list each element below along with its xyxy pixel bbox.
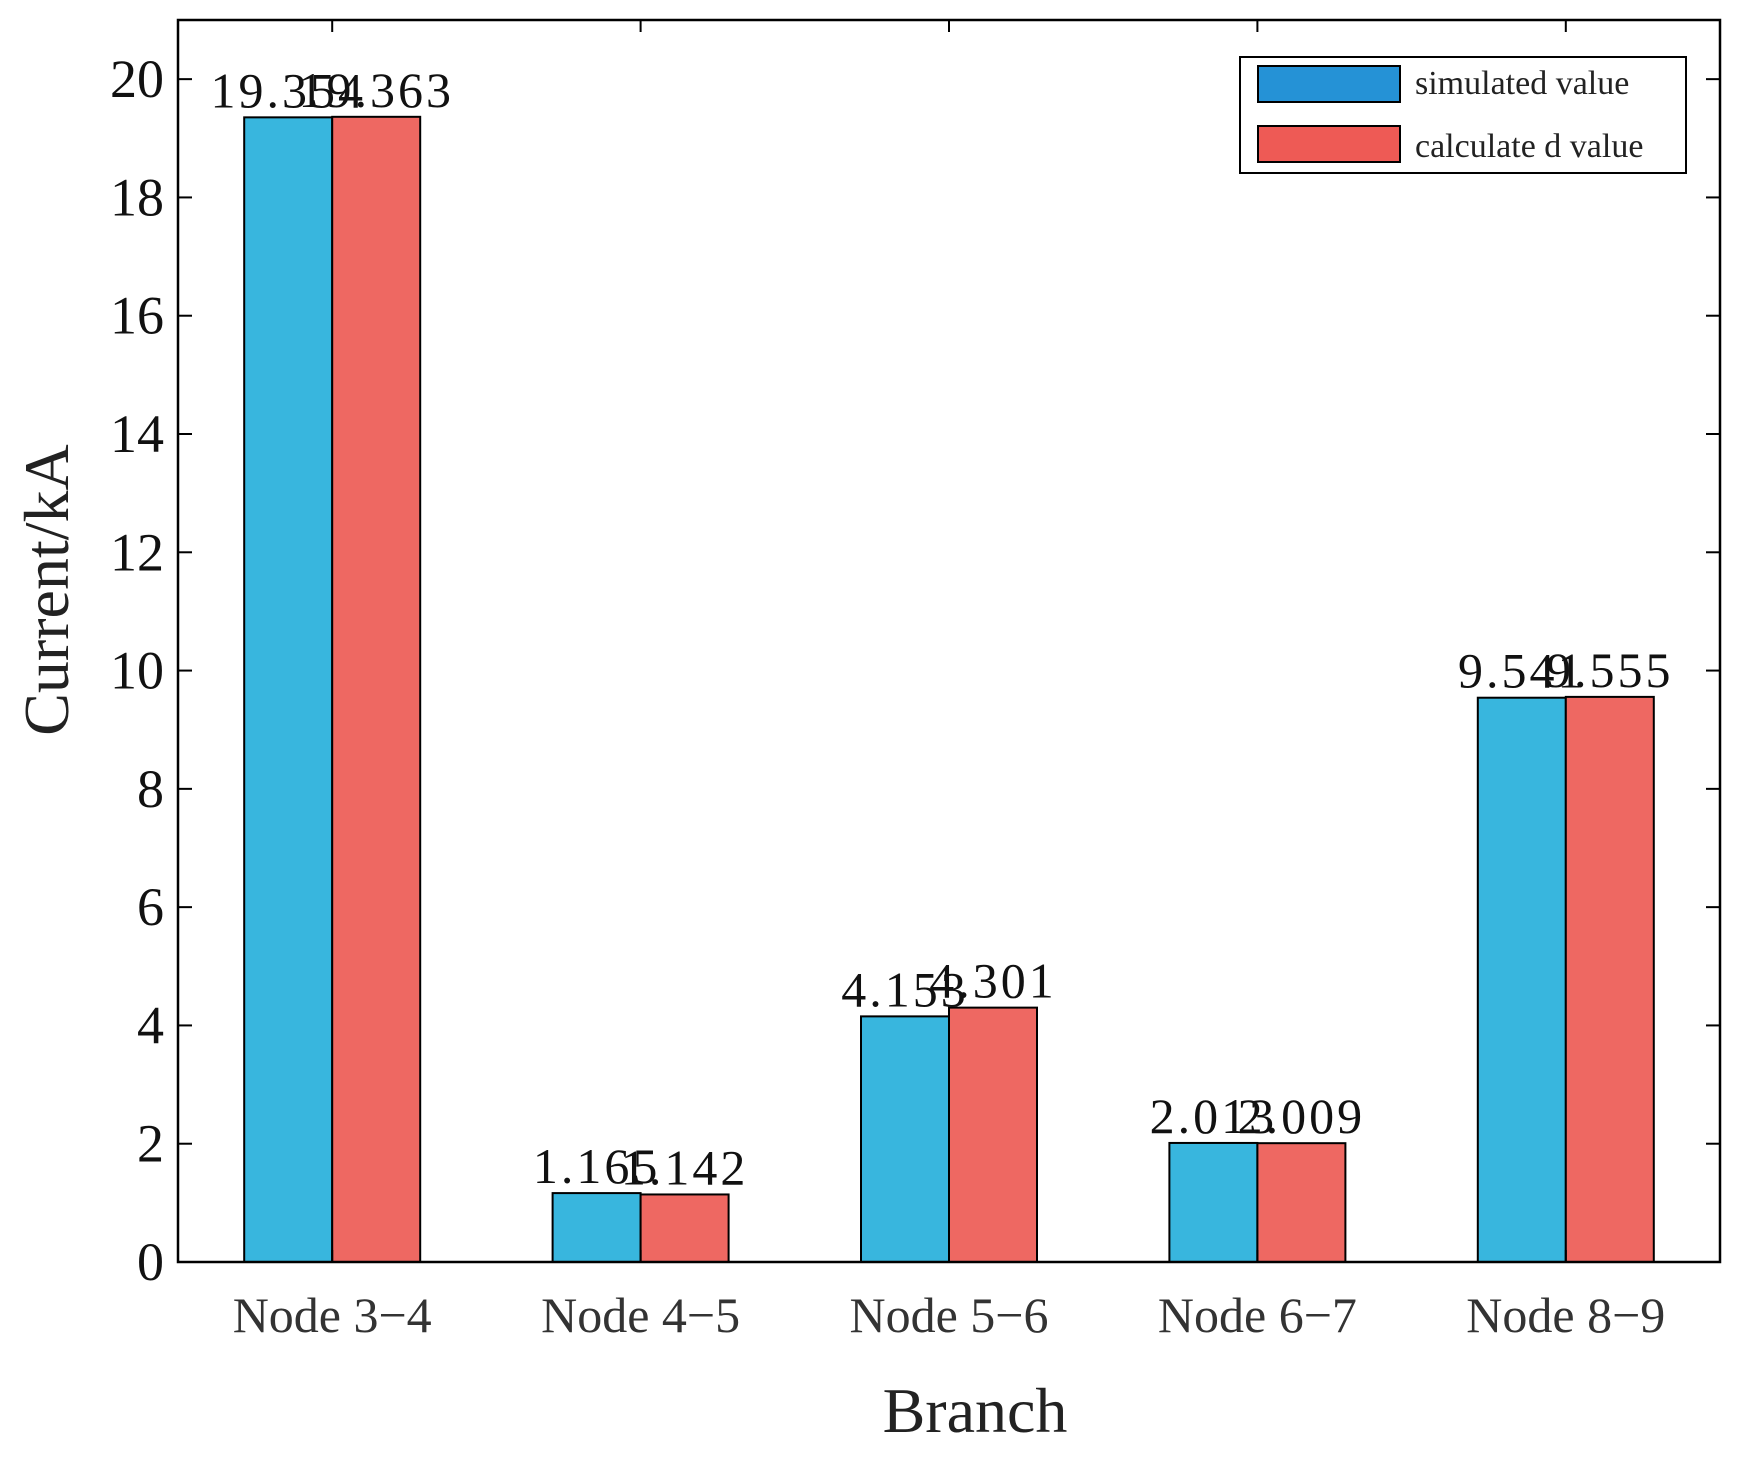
- legend-swatch-simulated: [1257, 65, 1401, 103]
- data-label-calculated-3: 4.301: [929, 953, 1057, 1009]
- bar-calculated-4: [1256, 1142, 1347, 1264]
- data-label-simulated-2: 1.165: [533, 1138, 661, 1194]
- data-label-simulated-5: 9.541: [1458, 643, 1586, 699]
- legend-label-simulated: simulated value: [1415, 65, 1629, 102]
- data-label-calculated-1: 19.363: [298, 62, 454, 118]
- legend: simulated value calculate d value: [1239, 56, 1687, 174]
- x-tick-label-4: Node 6−7: [1158, 1287, 1357, 1343]
- legend-label-calculated: calculate d value: [1415, 128, 1643, 165]
- x-tick-label-3: Node 5−6: [850, 1287, 1049, 1343]
- bars-layer: [243, 115, 1655, 1264]
- y-axis-title: Current/kA: [11, 444, 82, 736]
- y-tick-label-1: 2: [137, 1114, 164, 1174]
- y-tick-label-4: 8: [137, 759, 164, 819]
- y-tick-label-3: 6: [137, 877, 164, 937]
- data-label-calculated-4: 2.009: [1238, 1088, 1366, 1144]
- bar-simulated-1: [243, 116, 334, 1264]
- bar-simulated-2: [551, 1192, 642, 1263]
- y-tick-label-0: 0: [137, 1232, 164, 1292]
- y-tick-label-7: 14: [110, 404, 164, 464]
- bar-calculated-1: [331, 115, 422, 1263]
- bar-simulated-3: [860, 1015, 950, 1263]
- legend-swatch-calculated: [1257, 125, 1401, 163]
- x-tick-label-2: Node 4−5: [541, 1287, 740, 1343]
- y-tick-label-5: 10: [110, 641, 164, 701]
- data-label-simulated-3: 4.153: [841, 961, 969, 1017]
- y-tick-label-9: 18: [110, 167, 164, 227]
- axes-layer: [176, 18, 1722, 1264]
- data-label-simulated-1: 19.354: [210, 62, 366, 118]
- bar-calculated-2: [639, 1193, 730, 1264]
- data-label-simulated-4: 2.013: [1150, 1088, 1278, 1144]
- x-tick-label-5: Node 8−9: [1466, 1287, 1665, 1343]
- x-tick-label-1: Node 3−4: [233, 1287, 432, 1343]
- bar-calculated-5: [1564, 695, 1655, 1263]
- data-label-calculated-2: 1.142: [621, 1139, 749, 1195]
- y-tick-label-2: 4: [137, 995, 164, 1055]
- data-label-calculated-5: 9.555: [1546, 642, 1674, 698]
- y-tick-label-10: 20: [110, 49, 164, 109]
- y-tick-label-8: 16: [110, 286, 164, 346]
- bar-simulated-5: [1476, 696, 1567, 1263]
- plot-frame: [176, 18, 1722, 1264]
- bar-calculated-3: [948, 1006, 1038, 1264]
- y-tick-label-6: 12: [110, 522, 164, 582]
- bar-simulated-4: [1168, 1141, 1259, 1264]
- x-axis-title: Branch: [883, 1375, 1068, 1446]
